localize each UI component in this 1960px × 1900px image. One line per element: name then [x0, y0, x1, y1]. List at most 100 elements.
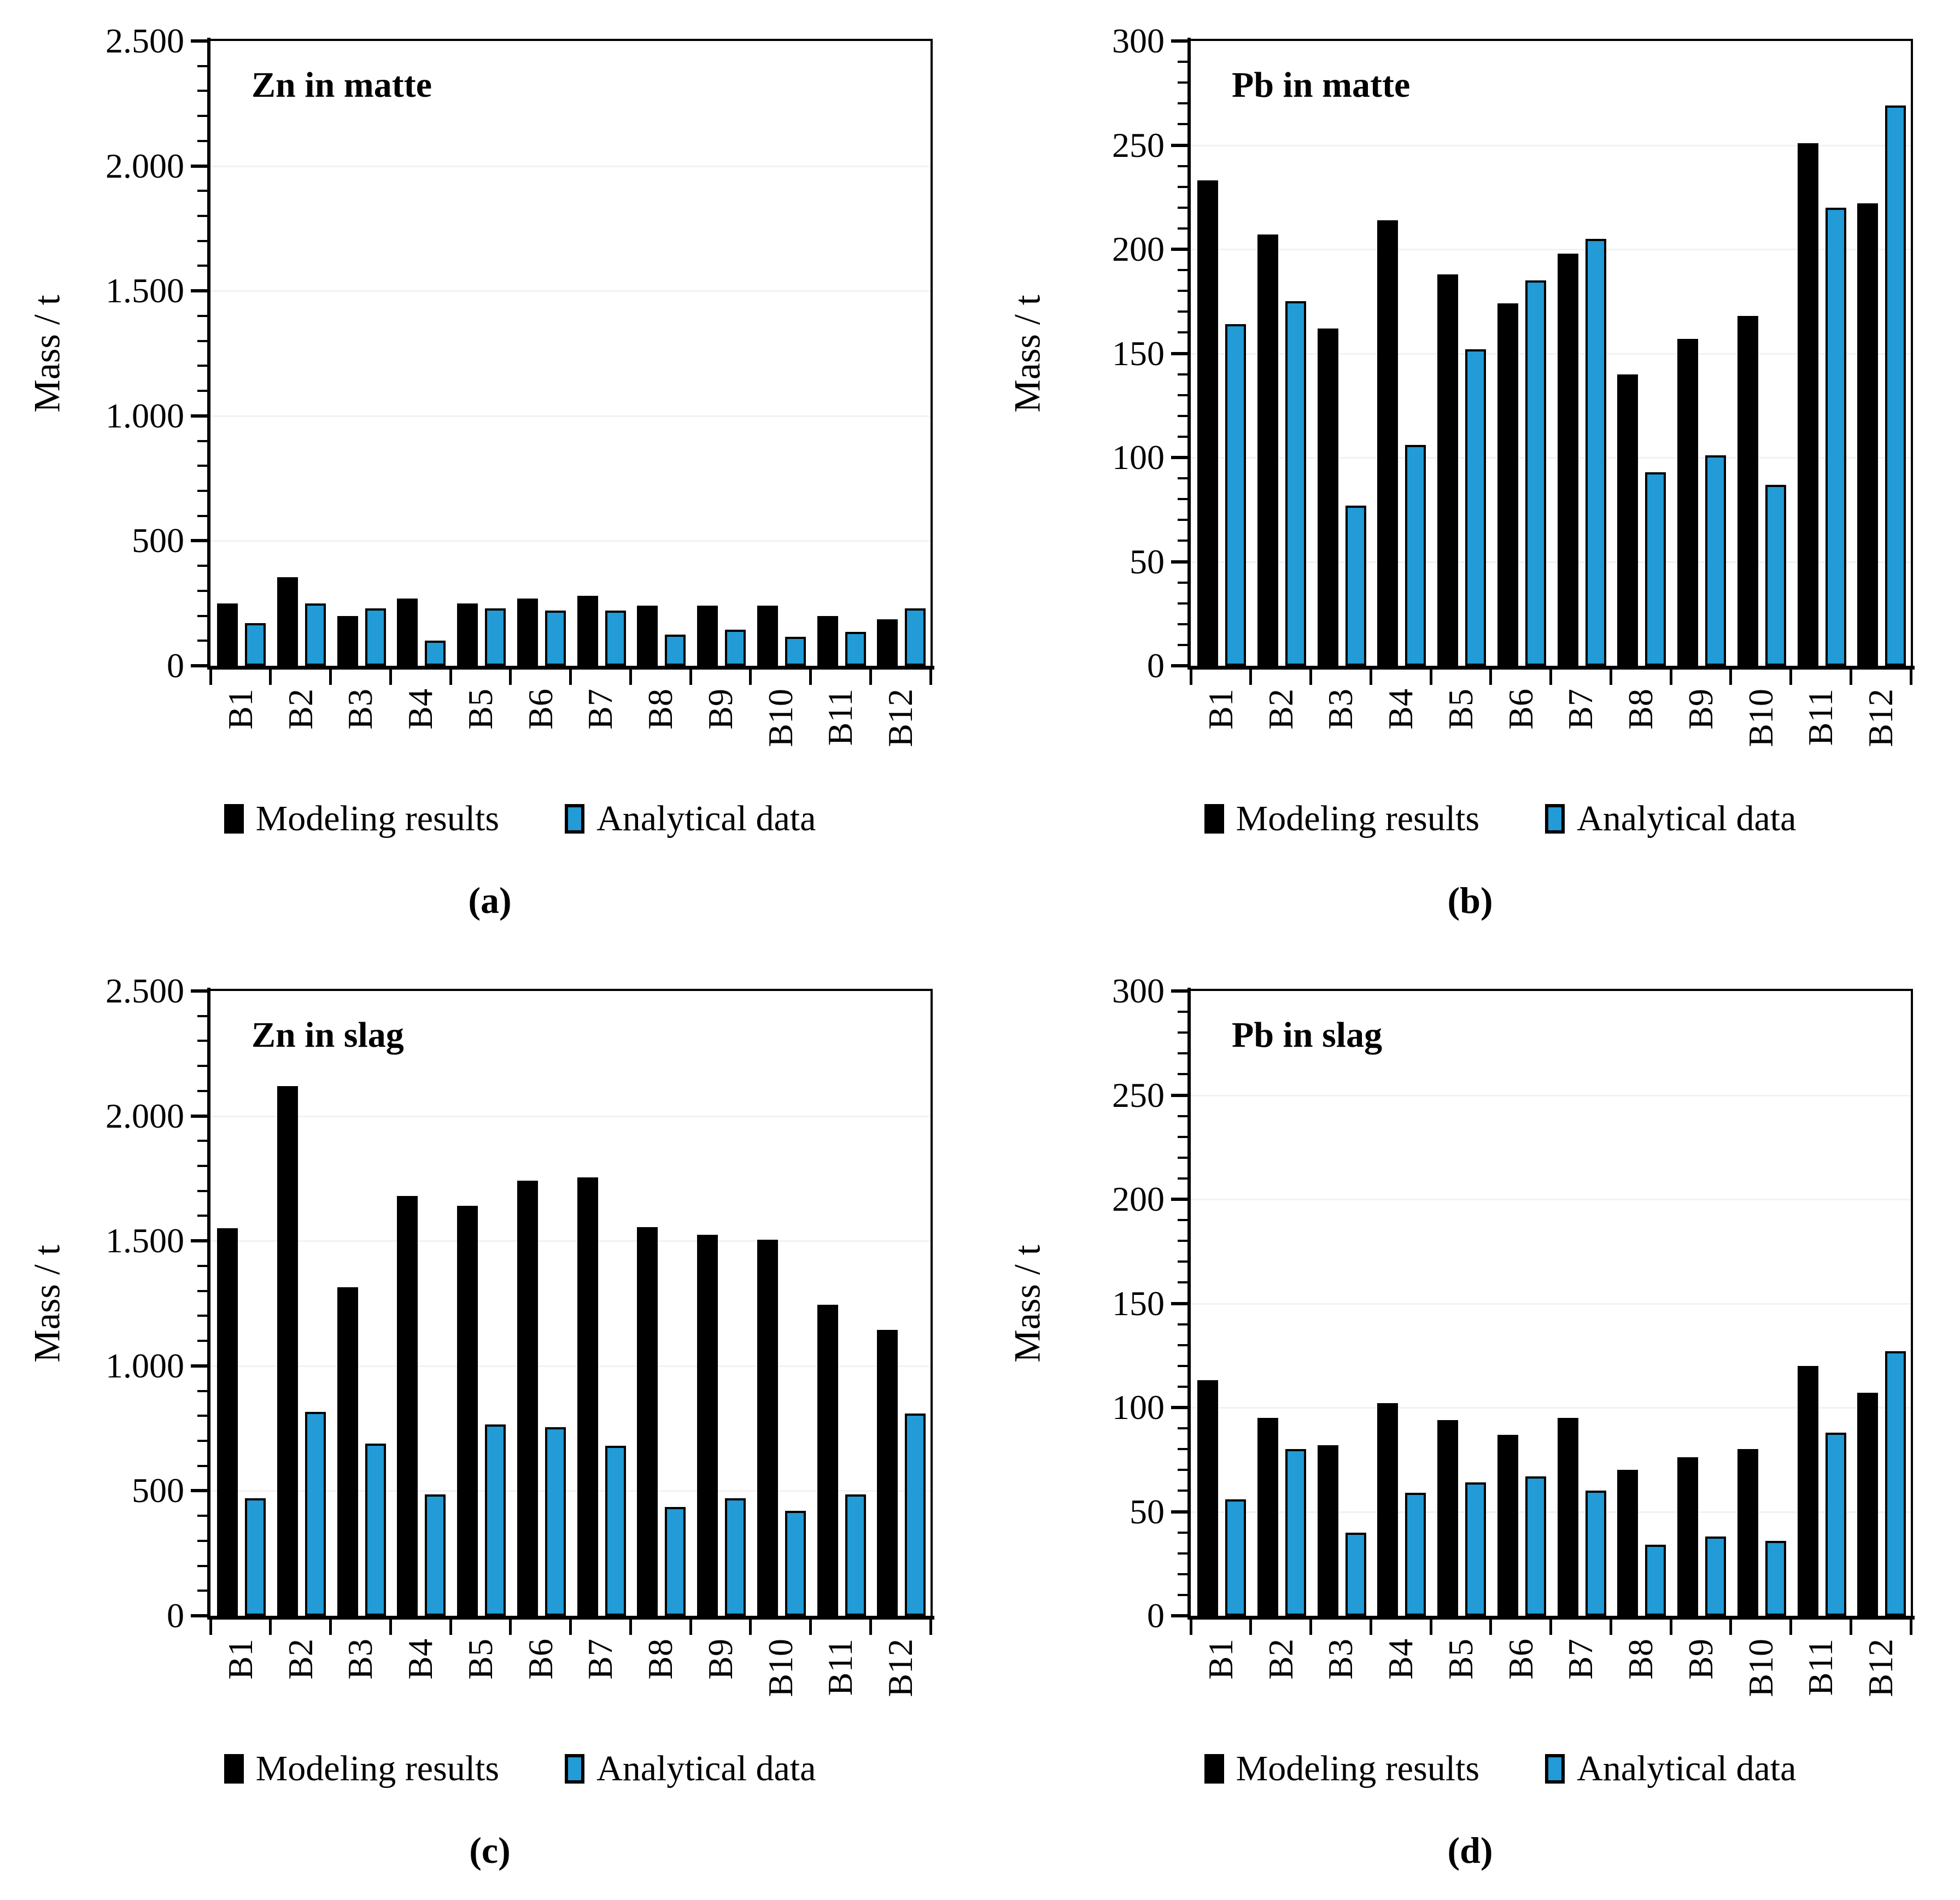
x-axis-line: [207, 666, 934, 670]
plot-border-right: [931, 39, 933, 666]
y-minor-tick: [197, 589, 207, 592]
bar-analytical-B3: [1345, 1533, 1366, 1616]
x-category-label-B9: B9: [1681, 1639, 1720, 1680]
y-minor-tick: [197, 215, 207, 218]
x-category-label-B1: B1: [1201, 689, 1240, 730]
plot-border-right: [931, 989, 933, 1616]
x-tick: [1609, 670, 1612, 685]
y-major-tick: [191, 1239, 207, 1243]
y-tick-label: 300: [1112, 21, 1165, 60]
y-minor-tick: [197, 1014, 207, 1017]
panel-letter-c: (c): [469, 1829, 511, 1871]
y-minor-tick: [1178, 519, 1187, 521]
x-category-label-B4: B4: [1381, 1639, 1420, 1680]
bar-modeling-B12: [877, 1330, 898, 1616]
y-major-tick: [1171, 1301, 1187, 1305]
y-minor-tick: [197, 1189, 207, 1192]
legend-swatch-modeling: [1204, 1754, 1224, 1784]
gridline: [1191, 1094, 1911, 1096]
y-minor-tick: [1178, 1281, 1187, 1284]
bar-analytical-B1: [245, 1498, 266, 1616]
x-tick: [1909, 1620, 1912, 1635]
x-category-label-B2: B2: [1261, 689, 1300, 730]
bar-analytical-B4: [425, 1494, 446, 1616]
y-minor-tick: [1178, 290, 1187, 292]
legend-label-analytical: Analytical data: [596, 1749, 816, 1788]
bar-analytical-B12: [1885, 1351, 1906, 1616]
x-tick: [1549, 670, 1552, 685]
legend-item-analytical: Analytical data: [1545, 1748, 1796, 1790]
y-minor-tick: [197, 239, 207, 242]
bar-analytical-B6: [1525, 280, 1546, 666]
x-category-label-B2: B2: [1261, 1639, 1300, 1680]
y-minor-tick: [197, 1289, 207, 1292]
bar-modeling-B8: [1617, 1470, 1639, 1616]
y-tick-label: 0: [167, 646, 184, 685]
chart-title: Zn in matte: [251, 65, 432, 105]
bar-modeling-B8: [637, 606, 658, 666]
x-category-label-B2: B2: [280, 689, 320, 730]
bar-modeling-B8: [637, 1227, 658, 1616]
x-category-label-B5: B5: [1441, 689, 1480, 730]
legend-swatch-modeling: [1204, 804, 1224, 834]
x-category-label-B7: B7: [581, 1639, 620, 1680]
y-minor-tick: [1178, 81, 1187, 84]
panel-letter-d: (d): [1447, 1829, 1493, 1871]
gridline: [1191, 1303, 1911, 1305]
y-minor-tick: [1178, 1344, 1187, 1346]
bar-analytical-B9: [725, 1498, 746, 1616]
y-minor-tick: [197, 1264, 207, 1267]
y-minor-tick: [1178, 269, 1187, 272]
x-category-label-B10: B10: [1741, 1639, 1780, 1697]
y-minor-tick: [197, 1340, 207, 1342]
bar-analytical-B12: [905, 608, 926, 666]
x-tick: [809, 1620, 812, 1635]
bar-analytical-B8: [665, 1507, 686, 1616]
legend-swatch-analytical: [565, 804, 585, 834]
y-minor-tick: [197, 489, 207, 492]
x-tick: [1849, 670, 1852, 685]
x-axis-line: [1187, 1616, 1915, 1620]
bar-modeling-B3: [1317, 1445, 1338, 1616]
x-category-label-B6: B6: [1501, 1639, 1540, 1680]
y-minor-tick: [1178, 165, 1187, 167]
bar-modeling-B7: [577, 1177, 598, 1616]
y-minor-tick: [1178, 331, 1187, 334]
y-minor-tick: [1178, 1073, 1187, 1076]
y-minor-tick: [197, 314, 207, 317]
gridline: [1191, 144, 1911, 146]
x-tick: [389, 1620, 392, 1635]
legend-label-analytical: Analytical data: [1577, 1749, 1797, 1788]
bar-analytical-B11: [1825, 1433, 1846, 1616]
y-minor-tick: [1178, 435, 1187, 438]
x-category-label-B3: B3: [341, 689, 380, 730]
x-category-label-B8: B8: [641, 1639, 680, 1680]
plot-border-right: [1911, 989, 1913, 1616]
y-tick-label: 0: [1147, 646, 1165, 685]
y-tick-label: 2.500: [106, 21, 184, 60]
legend-item-analytical: Analytical data: [565, 1748, 816, 1790]
bar-analytical-B2: [1285, 1449, 1306, 1616]
y-minor-tick: [1178, 1364, 1187, 1367]
x-category-label-B8: B8: [641, 689, 680, 730]
panel-c: 0 500 1.000 1.500 2.000 2.500 B1 B2 B3 B4 B5 B6 B7 B8…: [0, 950, 980, 1900]
y-tick-label: 250: [1112, 125, 1165, 165]
y-minor-tick: [1178, 477, 1187, 480]
bar-analytical-B10: [785, 637, 806, 666]
y-major-tick: [191, 1364, 207, 1368]
y-major-tick: [191, 414, 207, 418]
y-minor-tick: [197, 1539, 207, 1542]
bar-modeling-B12: [1857, 203, 1879, 666]
legend-label-analytical: Analytical data: [596, 799, 816, 838]
x-tick: [1909, 670, 1912, 685]
bar-analytical-B12: [1885, 105, 1906, 666]
y-major-tick: [1171, 1510, 1187, 1514]
bar-modeling-B4: [1377, 220, 1399, 666]
bar-analytical-B9: [1705, 455, 1726, 666]
y-tick-label: 50: [1130, 1492, 1165, 1531]
bar-modeling-B11: [1797, 143, 1818, 666]
bar-analytical-B8: [1645, 1545, 1666, 1616]
gridline: [1191, 249, 1911, 250]
x-tick: [329, 670, 332, 685]
